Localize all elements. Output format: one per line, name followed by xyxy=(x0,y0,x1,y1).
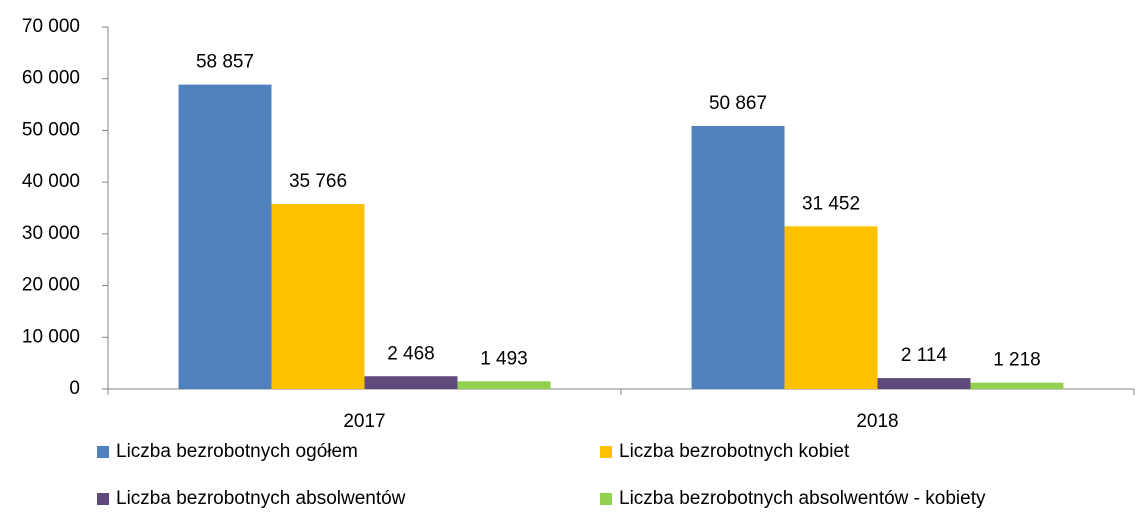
bar xyxy=(178,84,272,389)
y-tick-label: 30 000 xyxy=(22,223,80,244)
bar xyxy=(271,204,365,389)
y-tick-label: 40 000 xyxy=(22,171,80,192)
y-tick-label: 10 000 xyxy=(22,326,80,347)
bar xyxy=(877,378,971,389)
bar xyxy=(364,376,458,389)
y-tick-label: 60 000 xyxy=(22,68,80,89)
legend-label: Liczba bezrobotnych absolwentów xyxy=(116,488,406,509)
bar xyxy=(784,226,878,389)
legend-swatch xyxy=(600,446,612,458)
y-tick-label: 70 000 xyxy=(22,16,80,37)
value-label: 1 493 xyxy=(480,348,528,369)
value-label: 1 218 xyxy=(993,350,1041,371)
legend-label: Liczba bezrobotnych kobiet xyxy=(619,441,850,462)
legend-swatch xyxy=(97,446,109,458)
legend-label: Liczba bezrobotnych absolwentów - kobiet… xyxy=(619,488,986,509)
y-tick-label: 0 xyxy=(69,378,80,399)
value-label: 58 857 xyxy=(196,52,254,73)
value-label: 50 867 xyxy=(709,93,767,114)
value-label: 2 114 xyxy=(901,345,948,366)
value-label: 35 766 xyxy=(289,171,347,192)
x-tick-label: 2018 xyxy=(856,411,898,432)
x-tick-label: 2017 xyxy=(343,411,385,432)
y-tick-label: 20 000 xyxy=(22,275,80,296)
bar xyxy=(691,125,785,389)
bar xyxy=(970,382,1064,389)
value-label: 31 452 xyxy=(802,193,860,214)
bar xyxy=(457,381,551,389)
value-label: 2 468 xyxy=(387,343,435,364)
legend-label: Liczba bezrobotnych ogółem xyxy=(116,441,358,462)
y-tick-label: 50 000 xyxy=(22,119,80,140)
legend-swatch xyxy=(97,493,109,505)
legend-swatch xyxy=(600,493,612,505)
